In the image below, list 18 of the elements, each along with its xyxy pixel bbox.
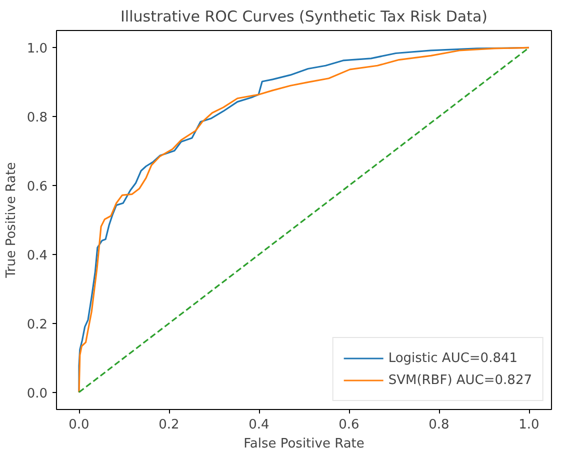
legend-label: SVM(RBF) AUC=0.827 xyxy=(388,372,532,388)
x-tick-label: 0.0 xyxy=(68,418,90,432)
x-tick-label: 1.0 xyxy=(518,418,540,432)
x-tick-label: 0.2 xyxy=(158,418,180,432)
x-tick-label: 0.6 xyxy=(338,418,360,432)
legend-label: Logistic AUC=0.841 xyxy=(388,350,518,366)
y-axis-title: True Positive Rate xyxy=(4,162,19,279)
y-tick-label: 0.0 xyxy=(26,386,48,402)
y-tick-label: 0.8 xyxy=(26,110,48,126)
y-tick-label: 0.6 xyxy=(26,180,48,195)
x-axis-title: False Positive Rate xyxy=(244,436,364,452)
x-tick-label: 0.8 xyxy=(428,418,450,432)
y-tick-label: 0.4 xyxy=(26,248,48,264)
line-series xyxy=(78,46,530,394)
y-tick-label: 1.0 xyxy=(26,42,48,57)
x-tick-label: 0.4 xyxy=(248,418,270,432)
chart-title: Illustrative ROC Curves (Synthetic Tax Risk Data) xyxy=(120,8,488,26)
y-tick-label: 0.2 xyxy=(26,317,48,332)
